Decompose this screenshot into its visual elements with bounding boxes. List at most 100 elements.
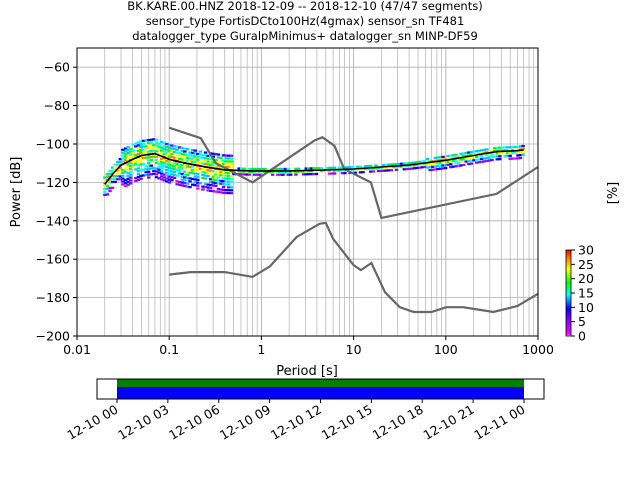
density-cell — [482, 151, 487, 154]
density-cell — [214, 158, 218, 162]
density-cell — [175, 154, 179, 157]
density-cell — [149, 155, 154, 159]
density-cell — [183, 182, 187, 185]
density-cell — [438, 161, 443, 165]
density-cell — [123, 158, 128, 162]
density-cell — [474, 155, 479, 159]
density-cell — [167, 178, 172, 181]
density-cell — [412, 164, 417, 167]
density-cell — [196, 181, 200, 184]
density-cell — [123, 170, 128, 173]
density-cell — [193, 155, 197, 158]
density-cell — [441, 167, 445, 170]
density-cell — [263, 170, 267, 173]
density-cell — [255, 173, 259, 176]
density-cell — [167, 155, 172, 158]
density-cell — [154, 147, 159, 150]
density-cell — [464, 154, 468, 157]
density-cell — [283, 167, 288, 171]
density-cell — [307, 173, 311, 176]
density-cell — [188, 165, 192, 169]
density-cell — [121, 174, 125, 177]
density-cell — [116, 172, 120, 175]
timeline-tick-label: 12-10 15 — [319, 402, 375, 443]
density-cell — [469, 162, 474, 165]
density-cell — [469, 150, 474, 154]
density-cell — [190, 177, 195, 181]
density-cell — [139, 140, 143, 143]
density-cell — [477, 161, 481, 164]
density-cell — [105, 187, 110, 190]
density-cell — [165, 171, 169, 174]
density-cell — [134, 159, 138, 162]
density-cell — [211, 169, 215, 173]
density-cell — [190, 169, 195, 172]
density-cell — [126, 166, 130, 169]
density-cell — [131, 166, 135, 169]
density-cell — [165, 165, 169, 169]
density-cell — [211, 190, 215, 193]
density-cell — [126, 183, 130, 186]
density-cell — [214, 176, 218, 179]
density-cell — [428, 169, 432, 172]
density-cell — [185, 165, 190, 168]
density-cell — [147, 164, 151, 168]
density-cell — [276, 167, 280, 171]
density-cell — [214, 190, 218, 193]
density-cell — [480, 160, 484, 163]
density-cell — [480, 154, 484, 158]
density-cell — [134, 162, 138, 165]
density-cell — [270, 170, 275, 173]
density-cell — [206, 186, 210, 189]
density-cell — [183, 173, 187, 176]
density-cell — [190, 157, 195, 160]
density-cell — [356, 168, 360, 171]
density-cell — [516, 157, 520, 160]
density-cell — [428, 166, 432, 169]
colorbar-tick-label: 20 — [578, 271, 594, 286]
density-cell — [350, 168, 355, 172]
density-cell — [154, 150, 159, 153]
density-cell — [136, 161, 141, 164]
density-cell — [415, 166, 419, 170]
density-cell — [350, 165, 355, 169]
density-cell — [198, 153, 203, 156]
density-cell — [495, 149, 499, 152]
density-cell — [366, 164, 370, 168]
density-cell — [147, 176, 151, 179]
density-cell — [343, 172, 347, 175]
density-cell — [503, 149, 507, 152]
density-cell — [260, 167, 265, 171]
density-cell — [291, 170, 296, 173]
density-cell — [118, 160, 123, 164]
density-cell — [221, 188, 226, 191]
density-cell — [327, 169, 332, 172]
density-cell — [118, 169, 123, 172]
density-cell — [270, 173, 275, 176]
density-cell — [105, 193, 110, 196]
noise-models — [168, 126, 539, 314]
density-cell — [356, 165, 360, 168]
density-cell — [219, 182, 223, 185]
density-cell — [214, 178, 218, 182]
density-cell — [147, 173, 151, 176]
density-cell — [441, 158, 445, 161]
density-cell — [141, 139, 146, 142]
density-cell — [211, 181, 215, 184]
density-cell — [221, 171, 226, 174]
density-cell — [485, 159, 489, 163]
density-cell — [449, 166, 453, 169]
density-cell — [425, 157, 430, 161]
density-cell — [128, 179, 133, 182]
density-cell — [428, 163, 432, 166]
density-cell — [294, 170, 298, 173]
density-cell — [224, 160, 228, 163]
density-cell — [307, 167, 311, 170]
density-cell — [198, 156, 203, 159]
density-cell — [157, 159, 161, 163]
density-cell — [239, 173, 244, 176]
ppsd-axes: 0.01 0.1 1 10 100 1000 −60 −80 −100 −120 −140 −160… — [36, 47, 554, 357]
density-cell — [237, 167, 241, 170]
density-cell — [433, 159, 437, 162]
density-cell — [103, 179, 107, 182]
